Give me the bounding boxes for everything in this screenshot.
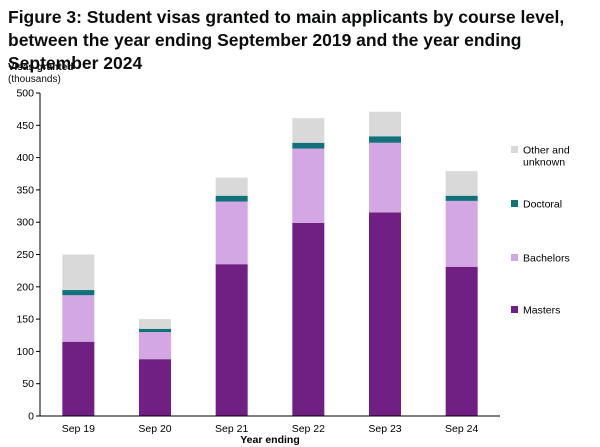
legend-label: unknown — [523, 157, 565, 169]
legend-label: Doctoral — [523, 199, 562, 211]
y-axis-label: Visas granted — [8, 62, 74, 73]
x-axis-label: Year ending — [240, 434, 300, 446]
bar-other-and-unknown — [139, 319, 171, 329]
legend-label: Bachelors — [523, 253, 570, 265]
bar-other-and-unknown — [62, 254, 95, 291]
bar-other-and-unknown — [369, 111, 401, 137]
bar-masters — [139, 359, 171, 416]
bar-bachelors — [62, 295, 95, 342]
legend-swatch — [511, 146, 518, 153]
x-tick-label: Sep 21 — [215, 423, 248, 435]
legend-swatch — [511, 254, 518, 261]
bar-bachelors — [292, 148, 325, 223]
bar-other-and-unknown — [215, 177, 248, 196]
bar-bachelors — [445, 200, 478, 267]
y-tick-label: 200 — [16, 281, 34, 293]
bar-other-and-unknown — [292, 118, 325, 143]
y-tick-label: 50 — [22, 378, 34, 390]
bar-masters — [62, 341, 95, 416]
bar-masters — [215, 264, 248, 416]
y-tick-label: 100 — [16, 346, 34, 358]
chart-title: Figure 3: Student visas granted to main … — [8, 7, 565, 73]
y-tick-label: 0 — [28, 411, 34, 423]
bar-doctoral — [292, 142, 325, 149]
y-tick-label: 500 — [16, 88, 34, 100]
bar-doctoral — [62, 290, 95, 296]
bar-bachelors — [139, 332, 171, 360]
legend-swatch — [511, 200, 518, 207]
x-tick-label: Sep 22 — [292, 423, 325, 435]
x-tick-label: Sep 23 — [368, 423, 401, 435]
bar-bachelors — [369, 142, 401, 213]
y-tick-label: 150 — [16, 314, 34, 326]
legend-label: Other and — [523, 145, 570, 157]
bar-masters — [445, 266, 478, 416]
y-tick-label: 350 — [16, 184, 34, 196]
bar-doctoral — [139, 328, 171, 333]
y-tick-label: 250 — [16, 249, 34, 261]
x-tick-label: Sep 20 — [138, 423, 171, 435]
legend-label: Masters — [523, 305, 560, 317]
bar-doctoral — [445, 195, 478, 201]
x-tick-label: Sep 19 — [62, 423, 95, 435]
bar-masters — [292, 222, 325, 416]
y-tick-label: 300 — [16, 217, 34, 229]
bar-doctoral — [215, 195, 248, 202]
y-axis-unit: (thousands) — [8, 74, 61, 85]
y-tick-label: 450 — [16, 120, 34, 132]
bar-masters — [369, 212, 401, 416]
x-tick-label: Sep 24 — [445, 423, 478, 435]
bar-other-and-unknown — [445, 171, 478, 196]
legend-swatch — [511, 306, 518, 313]
bar-bachelors — [215, 201, 248, 265]
bar-doctoral — [369, 136, 401, 143]
y-tick-label: 400 — [16, 152, 34, 164]
